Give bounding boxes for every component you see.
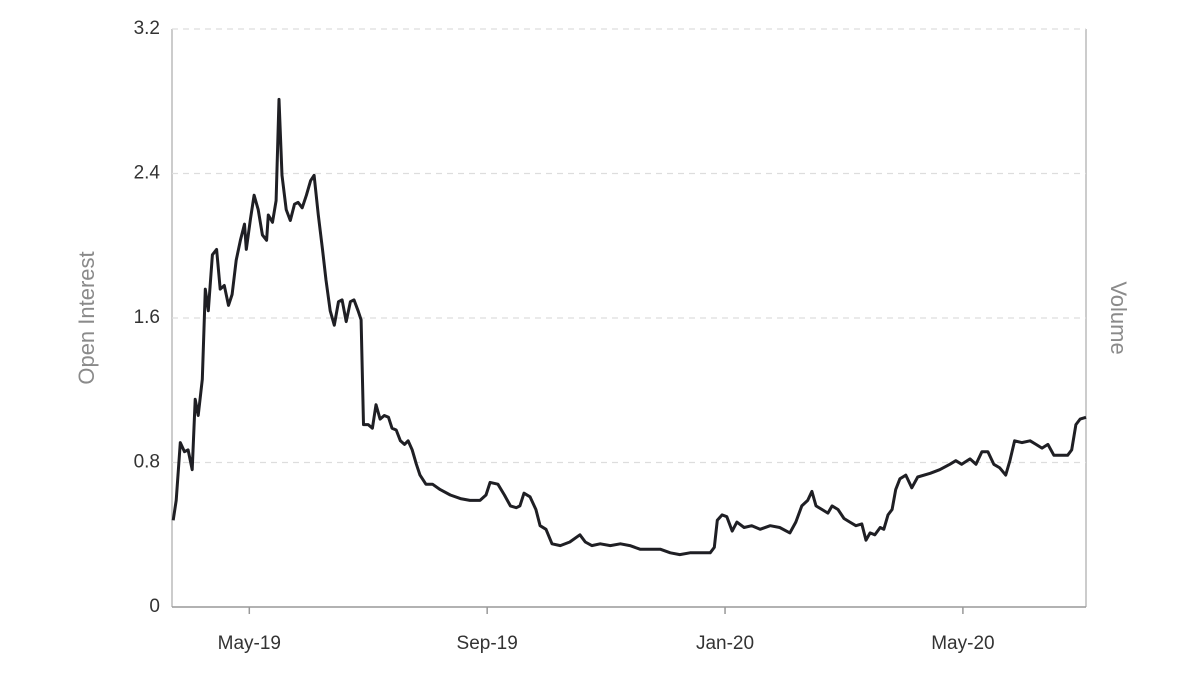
x-tick-label: May-19	[218, 633, 281, 654]
y2-axis-title: Volume	[1106, 281, 1131, 354]
y-tick-label: 0.8	[134, 452, 160, 473]
y-tick-label: 2.4	[134, 163, 161, 184]
y-tick-label: 1.6	[134, 307, 160, 328]
y-axis-title: Open Interest	[74, 251, 99, 384]
x-tick-label: Sep-19	[457, 633, 518, 654]
x-tick-label: May-20	[931, 633, 994, 654]
y-tick-label: 3.2	[134, 18, 160, 39]
y-tick-label: 0	[149, 596, 160, 617]
data-line	[171, 97, 1087, 557]
x-tick-label: Jan-20	[696, 633, 754, 654]
